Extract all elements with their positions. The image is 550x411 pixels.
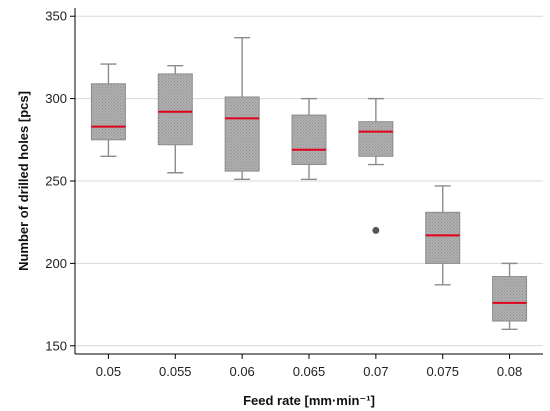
- x-tick-label: 0.065: [293, 364, 326, 379]
- y-tick-label: 150: [45, 338, 67, 353]
- y-tick-label: 200: [45, 256, 67, 271]
- interquartile-box: [425, 211, 461, 264]
- outlier-point: [372, 226, 380, 234]
- box-0.065: [291, 97, 327, 181]
- x-tick-label: 0.055: [159, 364, 192, 379]
- box-series: [90, 36, 528, 330]
- box-0.075: [425, 185, 461, 286]
- x-axis-title: Feed rate [mm·min⁻¹]: [243, 393, 375, 408]
- box-0.07: [358, 97, 394, 234]
- box-0.08: [492, 262, 528, 330]
- interquartile-box: [492, 276, 528, 322]
- y-tick-label: 300: [45, 91, 67, 106]
- x-tick-label: 0.06: [229, 364, 254, 379]
- grid-lines: [75, 15, 543, 347]
- interquartile-box: [157, 73, 193, 146]
- y-tick-label: 250: [45, 174, 67, 189]
- interquartile-box: [291, 114, 327, 166]
- x-tick-label: 0.08: [497, 364, 522, 379]
- box-0.05: [90, 63, 126, 157]
- y-tick-label: 350: [45, 9, 67, 24]
- x-tick-labels: 0.05 0.055 0.06 0.065 0.07 0.075 0.08: [96, 354, 522, 379]
- box-0.055: [157, 64, 193, 174]
- x-tick-label: 0.075: [426, 364, 459, 379]
- y-tick-labels: 150 200 250 300 350: [45, 9, 75, 353]
- box-0.06: [224, 36, 260, 181]
- interquartile-box: [90, 83, 126, 141]
- x-tick-label: 0.07: [363, 364, 388, 379]
- interquartile-box: [224, 96, 260, 172]
- x-tick-label: 0.05: [96, 364, 121, 379]
- interquartile-box: [358, 121, 394, 157]
- y-axis-title: Number of drilled holes [pcs]: [16, 91, 31, 271]
